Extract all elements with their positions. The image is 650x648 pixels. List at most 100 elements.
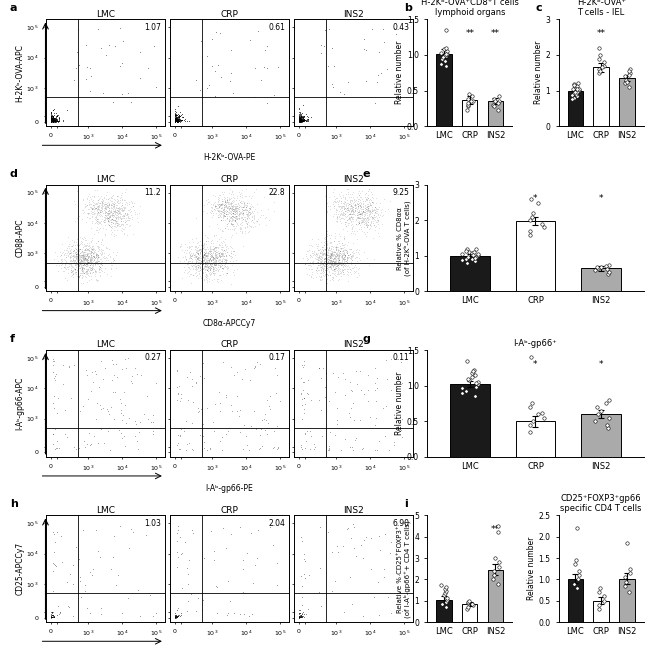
Point: [81, 266, 91, 276]
Point: [296, 115, 307, 126]
Point: [199, 255, 209, 266]
Point: [226, 198, 236, 208]
Point: [525, 215, 536, 226]
Point: [294, 115, 305, 126]
Point: [113, 212, 124, 222]
Point: [229, 199, 240, 209]
Point: [237, 202, 248, 213]
Point: [328, 187, 338, 198]
Point: [336, 252, 346, 262]
Point: [190, 259, 200, 269]
Point: [326, 249, 337, 260]
Point: [247, 206, 257, 216]
Point: [363, 209, 374, 220]
Point: [170, 115, 180, 126]
Point: [321, 244, 332, 254]
Point: [231, 255, 241, 265]
Point: [83, 251, 94, 261]
Point: [295, 113, 306, 124]
Point: [437, 53, 448, 64]
Point: [239, 196, 249, 207]
Point: [348, 202, 359, 213]
Point: [79, 253, 89, 263]
Point: [194, 269, 204, 279]
Point: [46, 608, 56, 619]
Point: [215, 190, 226, 200]
Point: [118, 215, 128, 226]
Point: [352, 212, 363, 222]
Point: [64, 569, 75, 579]
Point: [296, 116, 307, 126]
Point: [72, 185, 83, 196]
Point: [68, 266, 79, 277]
Point: [198, 259, 208, 270]
Point: [171, 115, 181, 126]
Point: [194, 266, 205, 276]
Point: [233, 204, 244, 214]
Point: [343, 251, 353, 262]
Point: [370, 202, 380, 213]
Point: [363, 395, 373, 406]
Point: [225, 203, 235, 214]
Point: [338, 248, 348, 259]
Point: [90, 244, 101, 255]
Point: [294, 611, 304, 621]
Point: [307, 234, 317, 244]
Point: [98, 240, 109, 250]
Point: [268, 197, 279, 207]
Point: [86, 202, 97, 212]
Point: [240, 216, 250, 227]
Point: [57, 253, 67, 264]
Bar: [619, 579, 634, 622]
Point: [339, 260, 350, 271]
Point: [348, 221, 359, 231]
Point: [246, 192, 256, 203]
Point: [77, 257, 88, 267]
Point: [82, 257, 92, 268]
Point: [64, 248, 74, 259]
Point: [115, 216, 125, 226]
Point: [171, 611, 181, 621]
Point: [240, 191, 251, 201]
Point: [242, 548, 252, 558]
Point: [48, 610, 58, 620]
Point: [396, 432, 407, 442]
Point: [357, 194, 367, 204]
Point: [75, 251, 86, 261]
Point: [195, 259, 205, 270]
Point: [100, 207, 110, 217]
Point: [295, 611, 306, 621]
Point: [92, 275, 102, 286]
Point: [184, 256, 194, 266]
Point: [223, 203, 233, 213]
Point: [52, 115, 62, 125]
Point: [201, 261, 211, 272]
Point: [307, 264, 317, 275]
Point: [295, 116, 306, 126]
Point: [46, 115, 56, 125]
Point: [594, 583, 604, 593]
Point: [94, 264, 105, 274]
Point: [87, 244, 98, 255]
Point: [194, 270, 205, 281]
Point: [208, 252, 218, 262]
Point: [170, 115, 181, 126]
Point: [345, 253, 356, 263]
Point: [318, 240, 329, 251]
Point: [370, 204, 380, 214]
Point: [205, 265, 215, 275]
Point: [224, 202, 234, 212]
Point: [202, 264, 213, 275]
Point: [79, 436, 90, 446]
Point: [81, 249, 92, 260]
Point: [49, 113, 59, 124]
Point: [84, 255, 95, 266]
Point: [73, 251, 84, 261]
Point: [359, 207, 370, 218]
Point: [243, 212, 254, 222]
Point: [88, 195, 98, 205]
Point: [111, 230, 121, 240]
Point: [300, 609, 311, 619]
Point: [302, 269, 313, 279]
Point: [86, 265, 96, 275]
